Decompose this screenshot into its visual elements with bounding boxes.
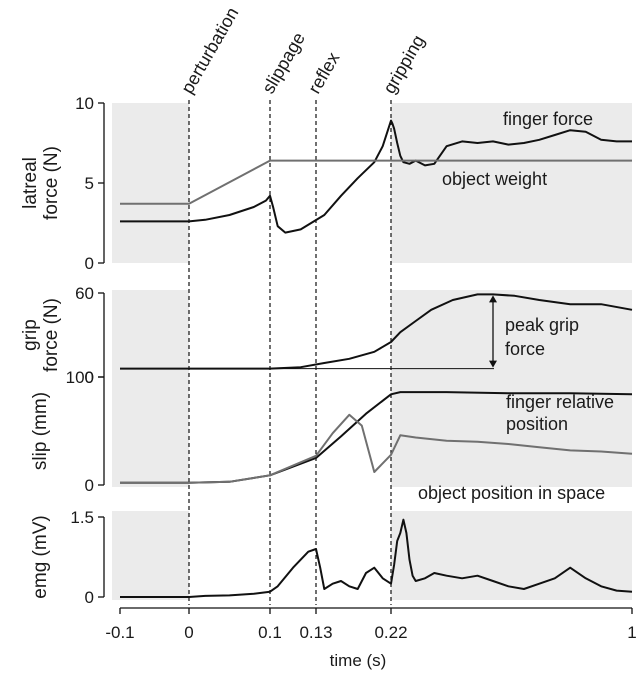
x-tick-label-1: 0: [184, 623, 193, 642]
y-tick-label-lateral-2: 10: [75, 94, 94, 113]
y-label-grip-1: force (N): [41, 298, 62, 372]
shade-emg-post: [391, 511, 632, 600]
peak-grip-arrowhead-bottom: [489, 360, 497, 368]
event-label-2: reflex: [304, 49, 343, 97]
x-tick-label-3: 0.13: [299, 623, 332, 642]
traces: [120, 119, 633, 598]
y-tick-label-emg-0: 0: [85, 588, 94, 607]
shade-lateral-pre: [112, 103, 189, 263]
peak-grip-label-1: force: [505, 339, 545, 359]
y-tick-label-slip-0: 0: [85, 476, 94, 495]
x-tick-label-5: 1: [627, 623, 636, 642]
label-finger-relative-0: finger relative: [506, 392, 614, 412]
y-label-lateral-0: latreal: [20, 157, 41, 209]
event-lines: [188, 100, 392, 605]
label-object-position: object position in space: [418, 483, 605, 503]
y-label-grip-0: grip: [20, 319, 41, 351]
shade-emg-pre: [112, 511, 189, 600]
event-label-0: perturbation: [177, 4, 242, 97]
series-grip-0: [120, 293, 633, 370]
series-emg-0: [120, 518, 633, 598]
x-tick-label-4: 0.22: [374, 623, 407, 642]
x-tick-label-2: 0.1: [258, 623, 282, 642]
y-label-slip-0: slip (mm): [30, 392, 51, 470]
peak-grip-label-0: peak grip: [505, 315, 579, 335]
label-finger-relative-1: position: [506, 414, 568, 434]
x-tick-label-0: -0.1: [105, 623, 134, 642]
y-tick-label-grip-1: 60: [75, 284, 94, 303]
series-slip-1: [120, 413, 633, 484]
label-finger-force: finger force: [503, 109, 593, 129]
label-object-weight: object weight: [442, 169, 547, 189]
y-tick-label-lateral-0: 0: [85, 254, 94, 273]
event-label-3: gripping: [379, 32, 428, 97]
y-tick-label-grip-0: 0: [85, 368, 94, 387]
y-tick-label-emg-1: 1.5: [70, 508, 94, 527]
y-tick-label-slip-1: 100: [66, 368, 94, 387]
shade-lateral-post: [391, 103, 632, 263]
event-label-1: slippage: [258, 29, 309, 97]
shade-slip-pre: [112, 375, 189, 487]
y-label-emg-0: emg (mV): [30, 515, 51, 598]
series-lateral-0: [120, 119, 632, 234]
peak-grip-arrowhead-top: [489, 295, 497, 303]
y-tick-label-lateral-1: 5: [85, 174, 94, 193]
shade-grip-pre: [112, 290, 189, 377]
x-axis-label: time (s): [330, 651, 387, 670]
axes: [98, 102, 633, 614]
series-lateral-1: [120, 159, 632, 205]
y-label-lateral-1: force (N): [41, 146, 62, 220]
